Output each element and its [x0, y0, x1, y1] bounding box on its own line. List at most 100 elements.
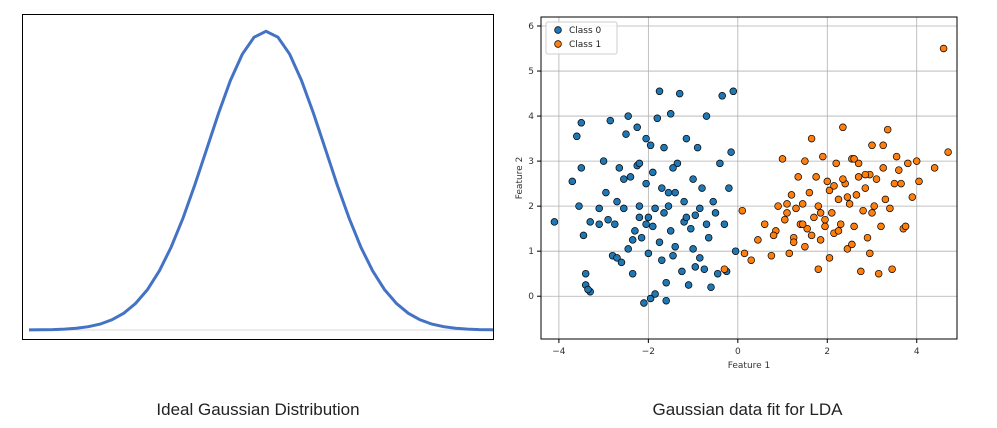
class-0-point [696, 254, 704, 262]
ticks: −4 −2 0 2 4 0 1 2 3 4 5 6 [528, 22, 920, 357]
class-1-point [830, 182, 838, 190]
class-0-point [615, 164, 624, 172]
class-1-point [740, 249, 749, 258]
class-0-point [682, 213, 691, 222]
class-0-point [658, 184, 666, 192]
left-caption: Ideal Gaussian Distribution [156, 400, 360, 419]
legend-box [545, 21, 618, 55]
class-0-point [635, 213, 644, 222]
class-0-point [687, 224, 695, 233]
class-1-point [852, 191, 861, 199]
class-0-point [658, 256, 666, 264]
class-0-point [581, 269, 590, 278]
class-1-point [807, 134, 816, 143]
class-0-point [599, 157, 608, 165]
class-1-point [785, 249, 794, 258]
class-0-point [620, 175, 628, 183]
class-1-point [850, 155, 858, 163]
class-0-point [575, 202, 583, 210]
class-1-point [805, 188, 814, 197]
class-1-point [767, 251, 776, 260]
class-0-point [584, 285, 592, 294]
class-1-point [870, 202, 878, 210]
class-0-point [716, 159, 724, 168]
class-1-point [823, 177, 832, 186]
class-0-point [602, 188, 610, 197]
lda-scatter-chart: −4 −2 0 2 4 0 1 2 3 4 5 6 Feature 1 Feature 2 Class… [515, 16, 958, 371]
class-0-point [662, 278, 670, 287]
class-1-point [908, 193, 917, 201]
class-1-point [939, 44, 948, 53]
y-tick-label: 6 [528, 22, 534, 32]
class-1-point [904, 159, 912, 168]
legend-label-class-1: Class 1 [569, 40, 601, 50]
y-axis-label: Feature 2 [515, 157, 525, 200]
class-1-point [810, 213, 818, 222]
class-1-point [825, 186, 834, 195]
y-tick-label: 4 [528, 112, 534, 122]
class-1-point [848, 240, 856, 249]
class-1-point [781, 215, 789, 224]
class-1-point [881, 195, 890, 204]
grid [541, 17, 957, 339]
class-0-point [725, 184, 733, 192]
class-1-point [738, 206, 747, 215]
class-0-point [729, 87, 738, 96]
class-0-point [635, 159, 644, 168]
data-points [550, 44, 952, 307]
class-1-point [834, 227, 843, 235]
legend-label-class-0: Class 0 [569, 26, 602, 36]
class-0-point [660, 143, 668, 152]
class-1-point [801, 242, 809, 251]
class-1-point [930, 164, 939, 172]
legend-marker-class-1 [554, 40, 562, 48]
class-1-point [854, 159, 863, 168]
gaussian-curve-panel [22, 14, 504, 340]
class-0-point [696, 204, 704, 213]
class-0-point [678, 267, 686, 276]
class-1-point [834, 195, 843, 204]
class-1-point [787, 191, 796, 199]
class-1-point [895, 166, 903, 174]
class-1-point [879, 164, 887, 172]
class-1-point [821, 215, 829, 224]
legend: Class 0 Class 1 [545, 21, 618, 55]
class-0-point [666, 227, 675, 235]
class-1-point [897, 179, 905, 188]
class-1-point [720, 265, 729, 273]
class-1-point [821, 222, 829, 231]
class-0-point [675, 89, 684, 98]
class-1-point [886, 204, 894, 213]
class-0-point [573, 132, 581, 141]
class-1-point [783, 200, 791, 208]
class-0-point [631, 227, 639, 235]
class-0-point [586, 218, 594, 226]
class-0-point [664, 202, 673, 210]
class-1-point [866, 249, 874, 258]
class-1-point [789, 238, 798, 246]
class-0-point [682, 134, 691, 143]
class-0-point [635, 202, 644, 210]
class-0-point [642, 134, 650, 143]
class-0-point [700, 265, 709, 273]
class-0-point [727, 148, 735, 156]
class-0-point [642, 220, 650, 228]
class-0-point [680, 197, 688, 206]
class-1-point [769, 231, 778, 240]
class-1-point [783, 209, 791, 217]
class-1-point [861, 170, 870, 179]
class-0-point [702, 112, 711, 120]
x-tick-label: 4 [914, 347, 920, 357]
class-0-point [646, 141, 655, 150]
class-0-point [689, 175, 697, 183]
class-0-point [684, 281, 693, 289]
class-1-point [828, 209, 836, 217]
class-0-point [646, 294, 655, 303]
class-0-point [550, 218, 559, 226]
plot-frame [540, 16, 958, 340]
class-1-point [832, 159, 840, 168]
y-tick-label: 0 [528, 292, 534, 302]
class-1-point [778, 155, 787, 163]
class-0-point [624, 112, 632, 120]
class-1-point [843, 245, 852, 253]
